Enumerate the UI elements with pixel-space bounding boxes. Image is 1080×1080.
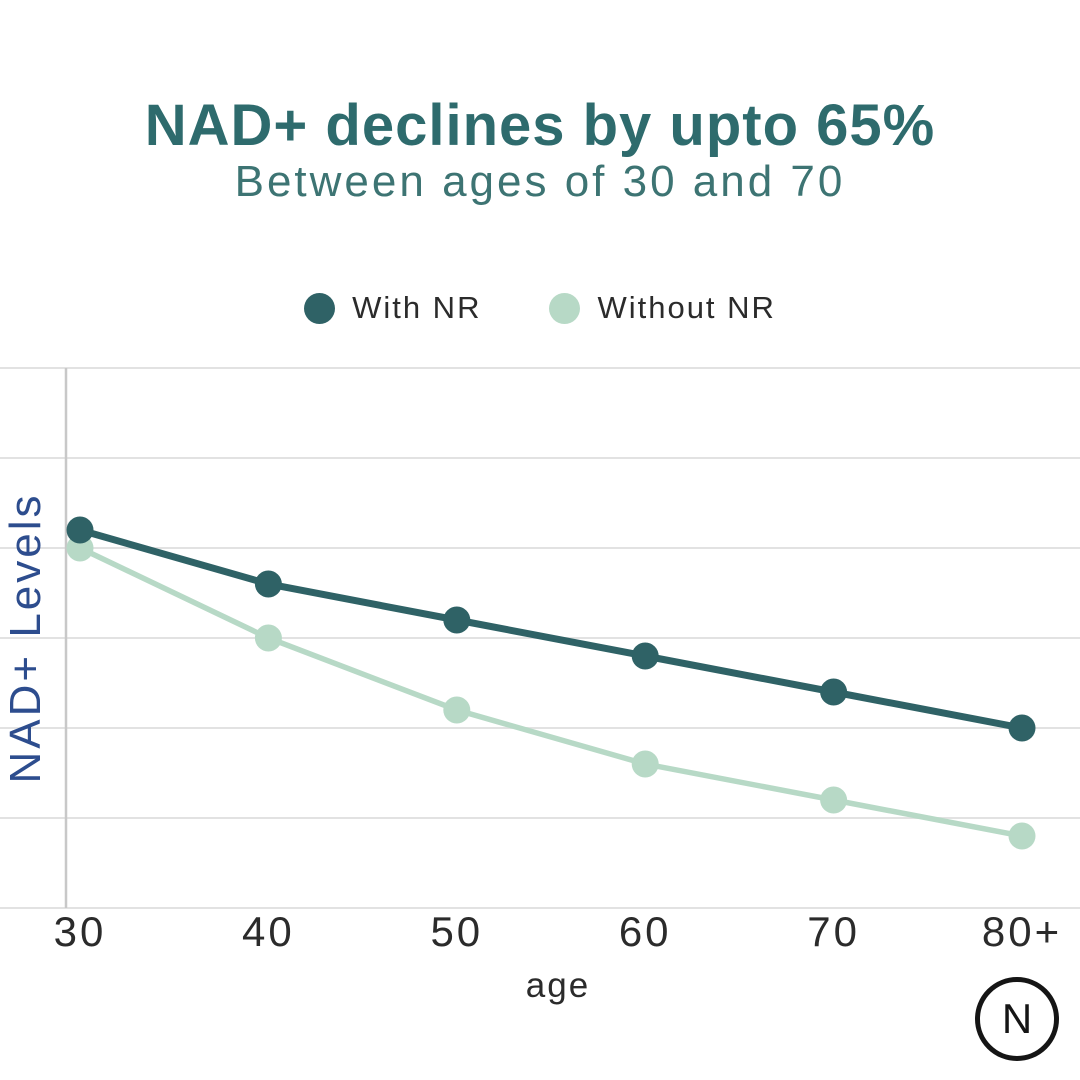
data-point-without-nr-80+ bbox=[1008, 822, 1036, 850]
data-point-with-nr-70 bbox=[820, 678, 848, 706]
legend-item-without-nr: Without NR bbox=[549, 290, 775, 326]
data-point-without-nr-40 bbox=[254, 624, 282, 652]
brand-logo: N bbox=[975, 977, 1059, 1061]
data-point-without-nr-60 bbox=[631, 750, 659, 778]
x-tick-label-30: 30 bbox=[54, 908, 107, 955]
legend: With NR Without NR bbox=[0, 290, 1080, 326]
x-tick-label-40: 40 bbox=[242, 908, 295, 955]
data-point-with-nr-30 bbox=[66, 516, 94, 544]
chart-title: NAD+ declines by upto 65% bbox=[144, 93, 936, 158]
x-tick-label-70: 70 bbox=[807, 908, 860, 955]
legend-swatch-with-nr-icon bbox=[304, 292, 336, 324]
data-point-with-nr-50 bbox=[443, 606, 471, 634]
x-tick-label-60: 60 bbox=[619, 908, 672, 955]
data-point-without-nr-70 bbox=[820, 786, 848, 814]
series-line-without-nr bbox=[77, 545, 1025, 839]
data-point-with-nr-80+ bbox=[1008, 714, 1036, 742]
x-tick-label-50: 50 bbox=[430, 908, 483, 955]
x-tick-label-80+: 80+ bbox=[982, 908, 1062, 955]
data-point-with-nr-40 bbox=[254, 570, 282, 598]
legend-label-with-nr: With NR bbox=[352, 290, 482, 325]
data-point-with-nr-60 bbox=[631, 642, 659, 670]
y-axis-label: NAD+ Levels bbox=[1, 492, 50, 783]
legend-item-with-nr: With NR bbox=[304, 290, 481, 326]
legend-label-without-nr: Without NR bbox=[597, 290, 776, 325]
data-point-without-nr-50 bbox=[443, 696, 471, 724]
x-axis-label: age bbox=[526, 966, 590, 1005]
legend-swatch-without-nr-icon bbox=[549, 292, 581, 324]
brand-logo-letter: N bbox=[1001, 995, 1033, 1042]
series-line-with-nr bbox=[76, 526, 1026, 732]
chart-subtitle: Between ages of 30 and 70 bbox=[234, 157, 846, 206]
line-chart: 30 40 50 60 70 80+ age NAD+ Levels bbox=[0, 367, 1080, 1005]
